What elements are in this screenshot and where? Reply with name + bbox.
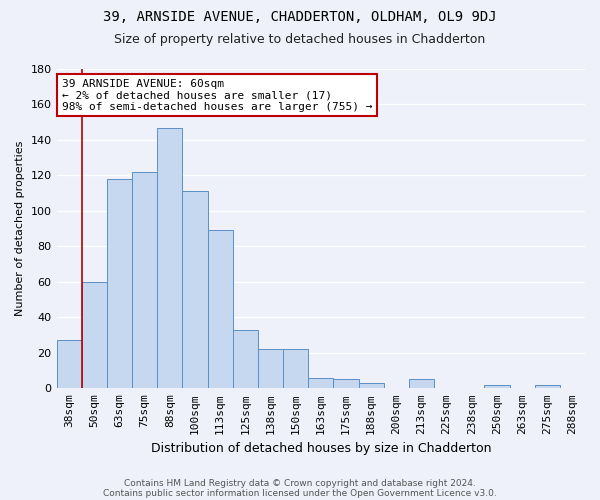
Y-axis label: Number of detached properties: Number of detached properties — [15, 141, 25, 316]
Text: Contains public sector information licensed under the Open Government Licence v3: Contains public sector information licen… — [103, 488, 497, 498]
Bar — [157, 128, 182, 388]
Text: 39 ARNSIDE AVENUE: 60sqm
← 2% of detached houses are smaller (17)
98% of semi-de: 39 ARNSIDE AVENUE: 60sqm ← 2% of detache… — [62, 78, 373, 112]
Bar — [107, 179, 132, 388]
Bar — [484, 385, 509, 388]
Bar — [233, 330, 258, 388]
Bar — [182, 192, 208, 388]
Bar — [258, 350, 283, 389]
Bar — [308, 378, 334, 388]
Text: 39, ARNSIDE AVENUE, CHADDERTON, OLDHAM, OL9 9DJ: 39, ARNSIDE AVENUE, CHADDERTON, OLDHAM, … — [103, 10, 497, 24]
Bar — [409, 380, 434, 388]
Bar — [334, 380, 359, 388]
Bar — [535, 385, 560, 388]
Bar — [56, 340, 82, 388]
Bar — [132, 172, 157, 388]
Bar — [82, 282, 107, 389]
Text: Contains HM Land Registry data © Crown copyright and database right 2024.: Contains HM Land Registry data © Crown c… — [124, 478, 476, 488]
Text: Size of property relative to detached houses in Chadderton: Size of property relative to detached ho… — [115, 32, 485, 46]
Bar — [359, 383, 383, 388]
Bar — [208, 230, 233, 388]
Bar — [283, 350, 308, 389]
X-axis label: Distribution of detached houses by size in Chadderton: Distribution of detached houses by size … — [151, 442, 491, 455]
